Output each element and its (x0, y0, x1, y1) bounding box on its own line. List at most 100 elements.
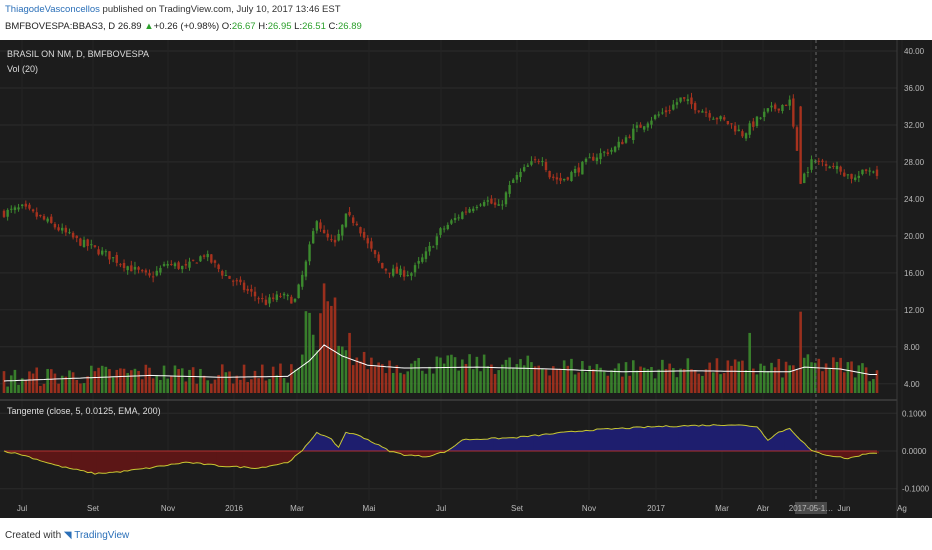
oscillator-bar (162, 451, 167, 467)
oscillator-bar (805, 447, 810, 451)
volume-bar (621, 376, 624, 393)
oscillator-bar (671, 426, 676, 451)
time-tick-label: 2016 (225, 504, 243, 513)
oscillator-bar (700, 424, 705, 451)
candle-body (784, 104, 788, 106)
candle-body (326, 233, 329, 238)
volume-bar (31, 373, 35, 393)
candle-body (159, 267, 162, 273)
oscillator-bar (871, 451, 876, 454)
volume-bar (821, 371, 824, 393)
volume-bar (773, 367, 777, 393)
oscillator-bar (198, 451, 203, 464)
candle-body (373, 250, 377, 255)
oscillator-bar (562, 432, 567, 451)
volume-bar (693, 370, 697, 393)
volume-bar (28, 371, 31, 393)
volume-bar (533, 366, 537, 393)
oscillator-bar (427, 451, 432, 457)
candle-body (221, 271, 224, 276)
volume-bar (260, 364, 264, 393)
oscillator-bar (631, 427, 636, 451)
candle-body (141, 270, 144, 272)
oscillator-bar (442, 451, 447, 453)
candle-body (104, 251, 108, 253)
candle-body (144, 270, 148, 273)
oscillator-bar (187, 451, 192, 463)
oscillator-bar (325, 437, 330, 451)
oscillator-bar (212, 451, 217, 465)
price-tick-label: 40.00 (904, 47, 925, 56)
volume-legend: Vol (20) (7, 64, 38, 74)
candle-body (126, 266, 129, 271)
candle-body (657, 114, 660, 116)
candle-body (166, 264, 169, 266)
oscillator-bar (416, 451, 421, 456)
volume-bar (424, 373, 428, 393)
volume-bar (573, 374, 577, 393)
volume-bar (479, 371, 482, 393)
volume-bars (2, 283, 879, 393)
oscillator-bar (725, 425, 730, 451)
volume-bar (606, 375, 610, 393)
volume-bar (519, 359, 522, 393)
candle-body (177, 262, 180, 269)
time-tick-label: Mai (363, 504, 376, 513)
candle-body (595, 157, 599, 161)
volume-bar (351, 365, 355, 393)
oscillator-bar (463, 439, 468, 451)
chart-canvas[interactable]: 40.00 36.00 32.00 28.00 24.00 20.00 16.00 12.00… (0, 40, 932, 518)
volume-bar (875, 370, 879, 393)
time-axis[interactable]: Jul Set Nov 2016 Mar Mai Jul Set Nov 2017 Mar Abr 20… (17, 502, 907, 514)
oscillator-bar (711, 424, 716, 451)
oscillator-bar (252, 451, 258, 469)
candle-body (675, 102, 679, 105)
candle-body (650, 120, 653, 125)
oscillator-bar (613, 428, 618, 451)
oscillator-bar (260, 451, 265, 468)
volume-bar (79, 383, 82, 393)
volume-bar (279, 363, 282, 393)
time-tick-label: Nov (161, 504, 175, 513)
volume-bar (111, 377, 115, 393)
volume-bar (824, 363, 828, 393)
volume-bar (635, 370, 639, 393)
candle-body (701, 111, 704, 113)
candle-body (803, 173, 806, 184)
candle-body (624, 137, 628, 143)
volume-bar (853, 377, 857, 393)
volume-bar (737, 361, 741, 393)
candle-body (868, 170, 871, 172)
oscillator-bar (351, 433, 356, 451)
volume-bar (548, 375, 551, 393)
oscillator-bar (143, 451, 148, 468)
candle-body (162, 264, 166, 266)
candle-body (46, 218, 49, 222)
oscillator-bar (340, 439, 345, 451)
volume-bar (300, 354, 304, 393)
oscillator-bar (394, 451, 399, 453)
volume-bar (872, 379, 875, 393)
candle-body (693, 103, 697, 111)
oscillator-bar (263, 451, 268, 468)
volume-bar (497, 370, 500, 393)
volume-bar (828, 367, 832, 393)
candle-body (293, 298, 297, 302)
chart-svg[interactable]: 40.00 36.00 32.00 28.00 24.00 20.00 16.00 12.00… (0, 40, 932, 518)
author-link[interactable]: ThiagodeVasconcellos (5, 4, 100, 15)
tradingview-brand-link[interactable]: TradingView (74, 530, 130, 541)
indicator-axis[interactable]: 0.1000 0.0000 -0.1000 (902, 409, 930, 493)
oscillator-bar (623, 428, 629, 451)
oscillator-bar (289, 451, 294, 461)
candle-body (763, 111, 766, 118)
low-value: 26.51 (302, 21, 326, 32)
oscillator-bar (274, 451, 279, 465)
time-tick-label: Jun (838, 504, 851, 513)
volume-bar (304, 311, 308, 393)
volume-bar (253, 370, 257, 393)
volume-bar (591, 369, 595, 393)
candle-body (526, 165, 529, 167)
oscillator-bar (765, 440, 770, 451)
price-axis[interactable]: 40.00 36.00 32.00 28.00 24.00 20.00 16.00 12.00… (904, 47, 925, 389)
volume-bar (340, 346, 344, 393)
